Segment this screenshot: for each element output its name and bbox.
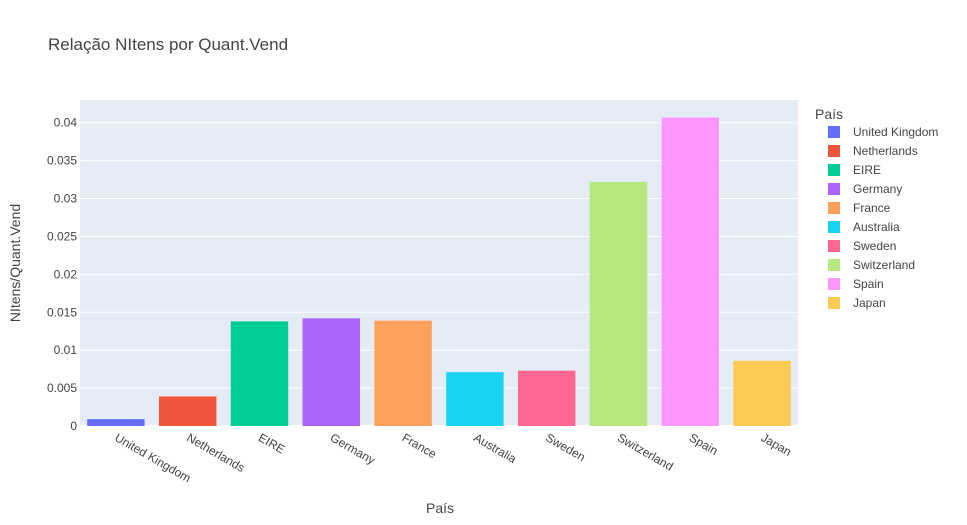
x-tick-label: EIRE xyxy=(256,430,287,456)
x-tick-label: France xyxy=(400,430,440,461)
y-tick-label: 0.03 xyxy=(54,192,78,206)
x-tick-label: Netherlands xyxy=(184,430,247,474)
legend-swatch[interactable] xyxy=(828,126,840,138)
y-tick-label: 0 xyxy=(70,419,77,433)
y-tick-label: 0.025 xyxy=(47,229,77,243)
y-tick-label: 0.035 xyxy=(47,154,77,168)
x-tick-label: Switzerland xyxy=(615,430,676,473)
legend-swatch[interactable] xyxy=(828,278,840,290)
bar-spain[interactable] xyxy=(661,117,720,427)
x-tick-label: United Kingdom xyxy=(112,430,193,485)
bar-switzerland[interactable] xyxy=(589,181,648,426)
x-tick-label: Japan xyxy=(759,430,794,458)
legend-swatch[interactable] xyxy=(828,221,840,233)
legend-swatch[interactable] xyxy=(828,259,840,271)
legend-item-label[interactable]: Germany xyxy=(853,182,902,196)
y-tick-label: 0.015 xyxy=(47,305,77,319)
legend-swatch[interactable] xyxy=(828,183,840,195)
y-axis-title: NItens/Quant.Vend xyxy=(7,204,23,322)
bar-germany[interactable] xyxy=(302,318,361,426)
bar-united-kingdom[interactable] xyxy=(87,419,145,426)
legend-item-label[interactable]: Spain xyxy=(853,277,884,291)
legend-item-label[interactable]: Sweden xyxy=(853,239,896,253)
legend-item-label[interactable]: Japan xyxy=(853,296,886,310)
x-tick-label: Australia xyxy=(471,430,519,466)
legend-swatch[interactable] xyxy=(828,202,840,214)
legend-title: País xyxy=(815,106,843,122)
bar-france[interactable] xyxy=(374,320,432,426)
y-tick-label: 0.01 xyxy=(54,343,78,357)
bar-eire[interactable] xyxy=(230,321,289,426)
bar-australia[interactable] xyxy=(446,372,504,426)
chart-title: Relação NItens por Quant.Vend xyxy=(48,35,288,54)
y-tick-label: 0.04 xyxy=(54,116,78,130)
legend-item-label[interactable]: Netherlands xyxy=(853,144,918,158)
x-axis-title: País xyxy=(426,500,454,516)
bar-netherlands[interactable] xyxy=(158,396,217,426)
legend-swatch[interactable] xyxy=(828,145,840,157)
x-tick-label: Spain xyxy=(687,430,721,457)
legend-swatch[interactable] xyxy=(828,297,840,309)
legend-item-label[interactable]: Australia xyxy=(853,220,900,234)
x-tick-label: Sweden xyxy=(543,430,588,464)
legend-item-label[interactable]: EIRE xyxy=(853,163,881,177)
y-tick-label: 0.005 xyxy=(47,381,77,395)
legend-item-label[interactable]: United Kingdom xyxy=(853,125,938,139)
legend-swatch[interactable] xyxy=(828,240,840,252)
legend-item-label[interactable]: France xyxy=(853,201,891,215)
legend: País United Kingdom Netherlands EIRE German… xyxy=(815,106,938,310)
bar-japan[interactable] xyxy=(733,360,791,426)
bar-sweden[interactable] xyxy=(517,370,576,426)
y-tick-label: 0.02 xyxy=(54,267,78,281)
x-tick-label: Germany xyxy=(328,430,378,467)
legend-swatch[interactable] xyxy=(828,164,840,176)
legend-item-label[interactable]: Switzerland xyxy=(853,258,915,272)
